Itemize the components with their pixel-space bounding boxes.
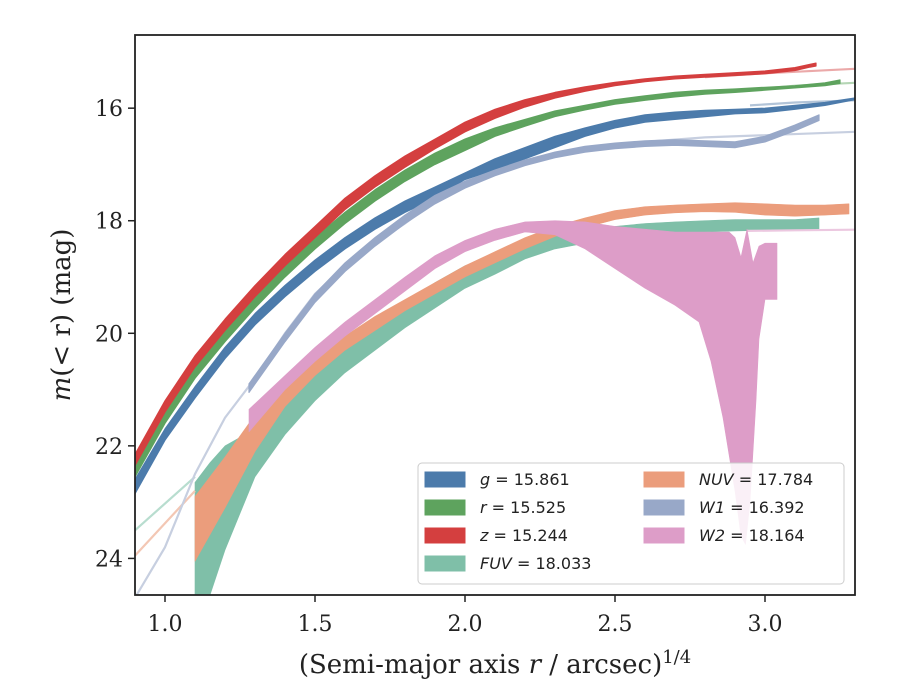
series-r-band [135, 79, 841, 478]
x-tick-label: 1.0 [148, 612, 183, 637]
legend-swatch [424, 555, 466, 572]
legend-entry: FUV = 18.033 [480, 554, 591, 573]
plot-frame [134, 34, 856, 596]
x-tick-label: 3.0 [748, 612, 783, 637]
x-tick-label: 2.5 [598, 612, 633, 637]
series-nuv-extrapolation [135, 490, 196, 557]
series-z-band [135, 62, 817, 467]
series-g-band [135, 97, 855, 495]
legend-entry: W1 = 16.392 [699, 498, 805, 517]
y-tick-label: 22 [95, 435, 123, 460]
legend-swatch [424, 499, 466, 516]
legend-entry: W2 = 18.164 [699, 526, 805, 545]
legend-entry: z = 15.244 [479, 526, 568, 545]
legend: g = 15.861 r = 15.525 z = 15.244 FUV = 18.0… [417, 462, 845, 585]
legend-entry: r = 15.525 [480, 498, 566, 517]
y-tick-label: 16 [95, 97, 123, 122]
legend-entry: NUV = 17.784 [699, 470, 813, 489]
legend-swatch [643, 527, 685, 544]
series-nuv-band [194, 202, 850, 562]
y-axis-title: m(< r) (mag) [47, 229, 77, 402]
legend-box [417, 462, 845, 585]
legend-swatch [424, 471, 466, 488]
series-layer [135, 62, 855, 595]
series-fuv-extrapolation [135, 475, 196, 532]
legend-swatch [643, 499, 685, 516]
x-axis-title: (Semi-major axis r / arcsec)1/4 [299, 647, 691, 680]
x-tick-label: 1.5 [298, 612, 333, 637]
y-tick-label: 18 [95, 210, 123, 235]
x-tick-label: 2.0 [448, 612, 483, 637]
series-w1-band [248, 114, 820, 393]
y-axis: 16 18 20 22 24 [95, 97, 135, 572]
legend-entry: g = 15.861 [480, 470, 570, 489]
series-w2-extrapolation [746, 228, 855, 232]
x-axis: 1.0 1.5 2.0 2.5 3.0 [148, 595, 783, 637]
legend-swatch [424, 527, 466, 544]
series-w2-band [248, 220, 778, 545]
y-tick-label: 24 [95, 547, 123, 572]
legend-swatch [643, 471, 685, 488]
y-tick-label: 20 [95, 322, 123, 347]
